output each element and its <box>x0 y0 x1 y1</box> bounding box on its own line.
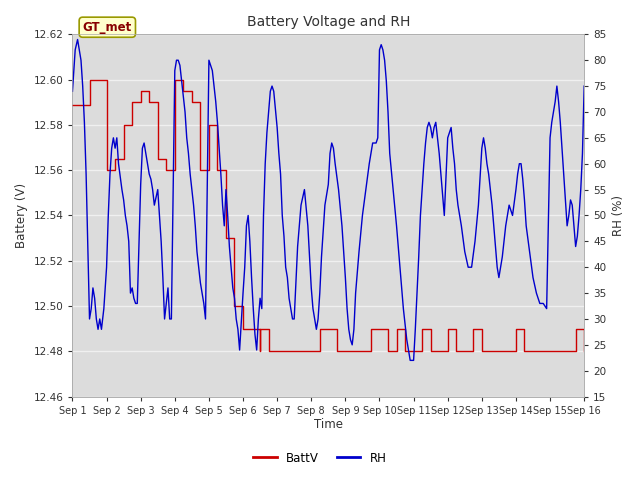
Y-axis label: Battery (V): Battery (V) <box>15 183 28 248</box>
X-axis label: Time: Time <box>314 419 343 432</box>
Title: Battery Voltage and RH: Battery Voltage and RH <box>246 15 410 29</box>
Text: GT_met: GT_met <box>83 21 132 34</box>
Y-axis label: RH (%): RH (%) <box>612 195 625 236</box>
Legend: BattV, RH: BattV, RH <box>248 447 392 469</box>
